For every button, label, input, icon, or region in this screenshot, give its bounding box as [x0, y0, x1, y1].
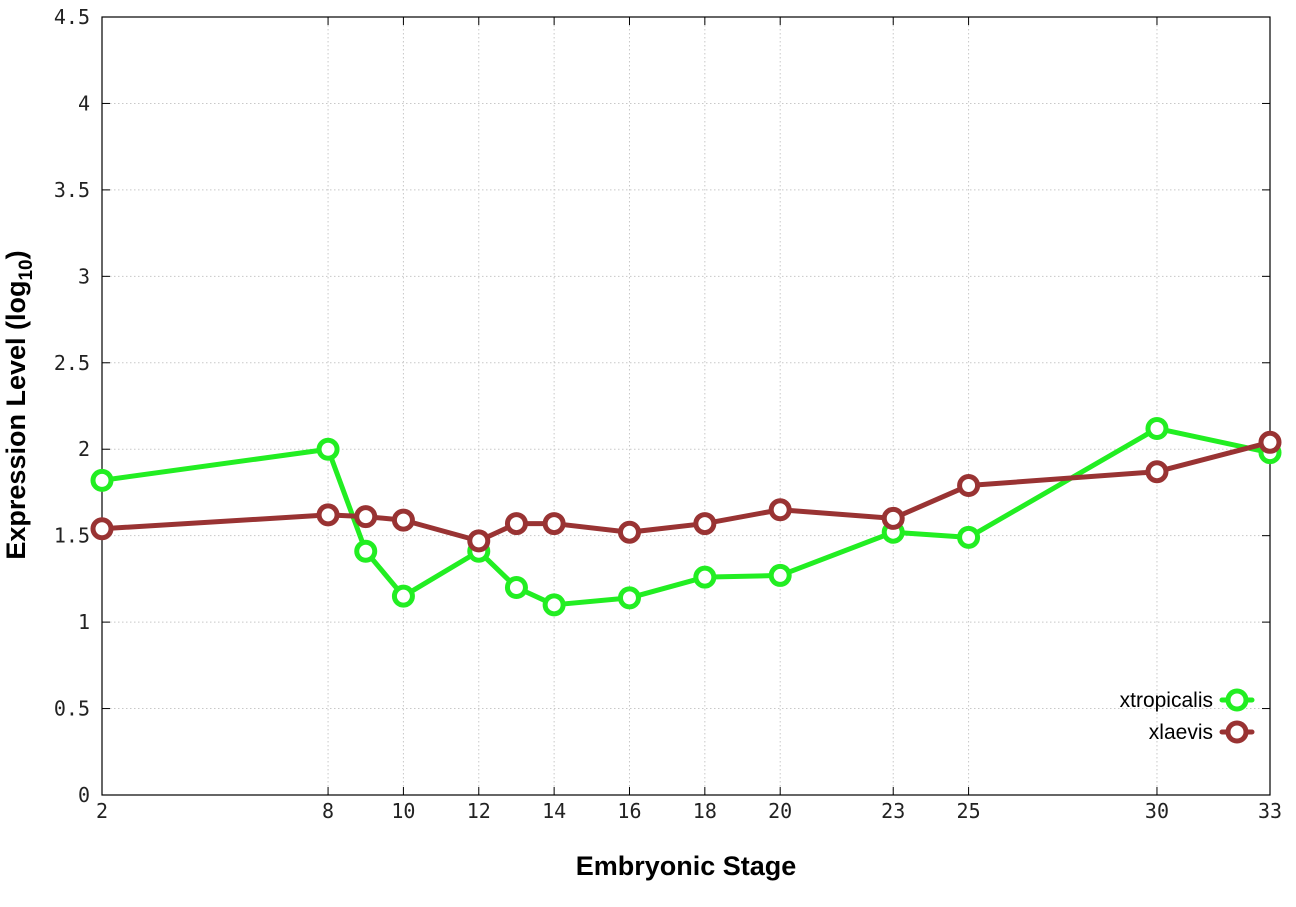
legend: xtropicalis xlaevis — [1120, 688, 1255, 744]
x-tick-label: 8 — [322, 799, 334, 823]
legend-item-xlaevis: xlaevis — [1149, 720, 1255, 744]
data-point-xlaevis — [391, 508, 415, 532]
data-point-xlaevis — [354, 505, 378, 529]
data-point-xtropicalis — [957, 525, 981, 549]
y-tick-label: 4.5 — [54, 5, 90, 29]
y-tick-label: 4 — [78, 91, 90, 115]
y-tick-label: 1 — [78, 610, 90, 634]
data-point-xtropicalis — [617, 586, 641, 610]
x-tick-label: 14 — [542, 799, 566, 823]
data-point-xlaevis — [617, 520, 641, 544]
x-tick-label: 18 — [693, 799, 717, 823]
data-point-xlaevis — [957, 474, 981, 498]
y-axis-title-subscript: 10 — [16, 259, 37, 280]
y-axis-title-close: ) — [1, 250, 31, 259]
data-point-xlaevis — [881, 506, 905, 530]
data-point-xlaevis — [768, 498, 792, 522]
x-tick-label: 23 — [881, 799, 905, 823]
y-tick-label: 3.5 — [54, 178, 90, 202]
y-tick-label: 0 — [78, 783, 90, 807]
y-tick-label: 1.5 — [54, 524, 90, 548]
data-point-xlaevis — [693, 512, 717, 536]
data-point-xtropicalis — [316, 437, 340, 461]
grid-lines — [102, 17, 1270, 795]
x-tick-label: 25 — [957, 799, 981, 823]
data-point-xtropicalis — [391, 584, 415, 608]
series-layer — [90, 416, 1282, 617]
data-point-xlaevis — [467, 529, 491, 553]
x-axis-title: Embryonic Stage — [576, 851, 797, 881]
y-axis-title: Expression Level (log10) — [1, 250, 37, 559]
data-point-xlaevis — [90, 517, 114, 541]
x-tick-label: 12 — [467, 799, 491, 823]
legend-marker-xlaevis — [1225, 720, 1249, 744]
plot-frame — [101, 16, 1271, 796]
y-tick-label: 2 — [78, 437, 90, 461]
legend-marker-xtropicalis — [1225, 688, 1249, 712]
legend-item-xtropicalis: xtropicalis — [1120, 688, 1255, 712]
data-point-xlaevis — [542, 512, 566, 536]
data-point-xtropicalis — [1145, 416, 1169, 440]
data-point-xlaevis — [316, 503, 340, 527]
x-tick-label: 10 — [391, 799, 415, 823]
data-point-xlaevis — [1258, 430, 1282, 454]
x-tick-label: 20 — [768, 799, 792, 823]
x-tick-label: 2 — [96, 799, 108, 823]
data-point-xlaevis — [1145, 460, 1169, 484]
legend-label-xlaevis: xlaevis — [1149, 721, 1213, 744]
x-tick-label: 33 — [1258, 799, 1282, 823]
x-tick-label: 16 — [617, 799, 641, 823]
data-point-xtropicalis — [542, 593, 566, 617]
y-tick-label: 2.5 — [54, 351, 90, 375]
data-point-xtropicalis — [693, 565, 717, 589]
data-point-xtropicalis — [768, 563, 792, 587]
data-point-xtropicalis — [504, 576, 528, 600]
series-xlaevis — [90, 430, 1282, 553]
y-tick-label: 0.5 — [54, 697, 90, 721]
x-tick-label: 30 — [1145, 799, 1169, 823]
data-point-xtropicalis — [354, 539, 378, 563]
y-tick-label: 3 — [78, 264, 90, 288]
y-axis-title-main: Expression Level (log — [1, 281, 31, 560]
data-point-xtropicalis — [90, 468, 114, 492]
legend-label-xtropicalis: xtropicalis — [1120, 689, 1213, 712]
axis-ticks: 2 8 10 12 14 16 18 20 23 25 30 33 0 0.5 1 1.5 2 2.5 3 3.5 4 4… — [54, 5, 1282, 823]
data-point-xlaevis — [504, 512, 528, 536]
